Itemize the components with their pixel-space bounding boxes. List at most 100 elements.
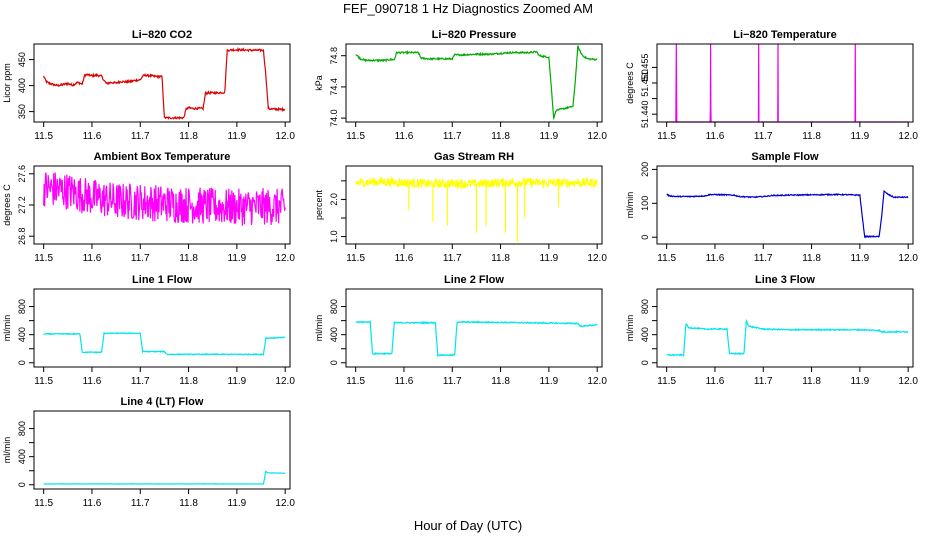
panel-title: Li−820 Temperature — [733, 29, 836, 41]
panel-title: Ambient Box Temperature — [94, 151, 231, 163]
x-tick-label: 11.9 — [851, 131, 870, 142]
y-tick-label: 400 — [329, 327, 339, 342]
panel-title: Sample Flow — [751, 151, 819, 163]
panel-title: Li−820 Pressure — [432, 29, 517, 41]
y-axis-label: Licor ppm — [2, 63, 12, 103]
x-tick-label: 11.7 — [443, 376, 462, 387]
plot-frame — [33, 43, 291, 123]
chart-panel-4: Ambient Box Temperature degrees C 11.5 11.6… — [2, 151, 295, 264]
plot-frame — [345, 165, 603, 245]
plot-frame — [656, 43, 914, 123]
x-tick-label: 11.6 — [395, 131, 414, 142]
x-tick-label: 11.5 — [346, 253, 365, 264]
plot-frame — [345, 288, 603, 368]
y-tick-label: 27.6 — [17, 165, 27, 183]
x-tick-label: 11.6 — [706, 131, 725, 142]
y-tick-label: 0 — [17, 360, 27, 365]
y-tick-label: 450 — [17, 52, 27, 67]
x-tick-label: 11.8 — [179, 131, 198, 142]
chart-panel-3: Li−820 Temperature degrees C 11.5 11.6 11.7 1… — [625, 29, 918, 142]
panel-title: Li−820 CO2 — [132, 29, 192, 41]
y-tick-label: 800 — [17, 299, 27, 314]
y-axis-label: degrees C — [625, 62, 635, 104]
y-axis-label: ml/min — [314, 315, 324, 342]
data-series — [666, 189, 909, 239]
y-tick-label: 400 — [640, 327, 650, 342]
x-tick-label: 11.6 — [83, 253, 102, 264]
y-tick-label: 400 — [17, 78, 27, 93]
x-tick-label: 11.8 — [179, 376, 198, 387]
x-tick-label: 11.7 — [131, 498, 150, 509]
x-tick-label: 11.6 — [395, 376, 414, 387]
y-tick-label: 0 — [329, 360, 339, 365]
data-series — [43, 172, 286, 226]
data-series — [43, 470, 286, 485]
x-tick-label: 11.7 — [443, 131, 462, 142]
x-tick-label: 11.8 — [491, 253, 510, 264]
y-tick-label: 26.8 — [17, 227, 27, 245]
x-tick-label: 11.8 — [491, 131, 510, 142]
chart-panel-9: Line 3 Flow ml/min 11.5 11.6 11.7 11.8 11.9 12.… — [625, 274, 918, 387]
chart-panel-1: Li−820 CO2 Licor ppm 11.5 11.6 11.7 11.8 11.9 1… — [2, 29, 295, 142]
x-tick-label: 11.7 — [443, 253, 462, 264]
x-tick-label: 11.6 — [83, 498, 102, 509]
x-tick-label: 11.9 — [851, 253, 870, 264]
y-tick-label: 0 — [640, 235, 650, 240]
y-tick-label: 800 — [17, 421, 27, 436]
data-series — [43, 332, 286, 356]
x-tick-label: 11.9 — [228, 131, 247, 142]
x-tick-label: 11.7 — [131, 131, 150, 142]
x-tick-label: 11.5 — [34, 253, 53, 264]
chart-panel-8: Line 2 Flow ml/min 11.5 11.6 11.7 11.8 11.9 12.… — [314, 274, 607, 387]
chart-panel-6: Sample Flow ml/min 11.5 11.6 11.7 11.8 11.9 12.… — [625, 151, 918, 264]
x-tick-label: 11.7 — [131, 253, 150, 264]
y-axis-label: degrees C — [2, 184, 12, 226]
y-tick-label: 51.450 — [640, 69, 650, 97]
data-series — [355, 319, 598, 358]
y-tick-label: 400 — [17, 449, 27, 464]
x-tick-label: 11.9 — [540, 253, 559, 264]
data-series — [666, 319, 909, 357]
x-tick-label: 12.0 — [898, 253, 918, 264]
y-tick-label: 27.2 — [17, 196, 27, 214]
data-series — [666, 43, 909, 123]
x-tick-label: 11.6 — [83, 376, 102, 387]
y-tick-label: 2.0 — [329, 193, 339, 206]
y-tick-label: 200 — [640, 162, 650, 177]
x-tick-label: 11.6 — [706, 253, 725, 264]
x-tick-label: 11.5 — [34, 376, 53, 387]
panel-title: Line 3 Flow — [755, 274, 815, 286]
x-tick-label: 11.8 — [802, 253, 821, 264]
chart-panel-10: Line 4 (LT) Flow ml/min 11.5 11.6 11.7 11.8 11… — [2, 396, 295, 509]
x-tick-label: 12.0 — [275, 253, 295, 264]
x-tick-label: 11.9 — [228, 498, 247, 509]
x-tick-label: 11.6 — [395, 253, 414, 264]
data-series — [355, 45, 598, 121]
x-tick-label: 11.6 — [706, 376, 725, 387]
x-tick-label: 12.0 — [587, 131, 607, 142]
x-tick-label: 11.5 — [34, 131, 53, 142]
plot-frame — [345, 43, 603, 123]
plot-frame — [33, 288, 291, 368]
x-tick-label: 12.0 — [275, 498, 295, 509]
y-tick-label: 100 — [640, 196, 650, 211]
y-tick-label: 74.0 — [329, 109, 339, 127]
panel-title: Gas Stream RH — [434, 151, 514, 163]
y-tick-label: 800 — [329, 299, 339, 314]
y-axis-label: ml/min — [625, 315, 635, 342]
y-tick-label: 0 — [17, 482, 27, 487]
x-axis-label: Hour of Day (UTC) — [413, 518, 523, 533]
y-tick-label: 51.440 — [640, 100, 650, 128]
x-tick-label: 11.8 — [802, 131, 821, 142]
x-tick-label: 12.0 — [898, 376, 918, 387]
x-tick-label: 11.9 — [851, 376, 870, 387]
panel-title: Line 1 Flow — [132, 274, 192, 286]
y-tick-label: 800 — [640, 299, 650, 314]
x-tick-label: 11.8 — [802, 376, 821, 387]
chart-panel-2: Li−820 Pressure kPa 11.5 11.6 11.7 11.8 11.9 12… — [314, 29, 607, 142]
plot-frame — [656, 165, 914, 245]
x-tick-label: 11.8 — [179, 498, 198, 509]
x-tick-label: 11.7 — [131, 376, 150, 387]
x-tick-label: 12.0 — [587, 253, 607, 264]
